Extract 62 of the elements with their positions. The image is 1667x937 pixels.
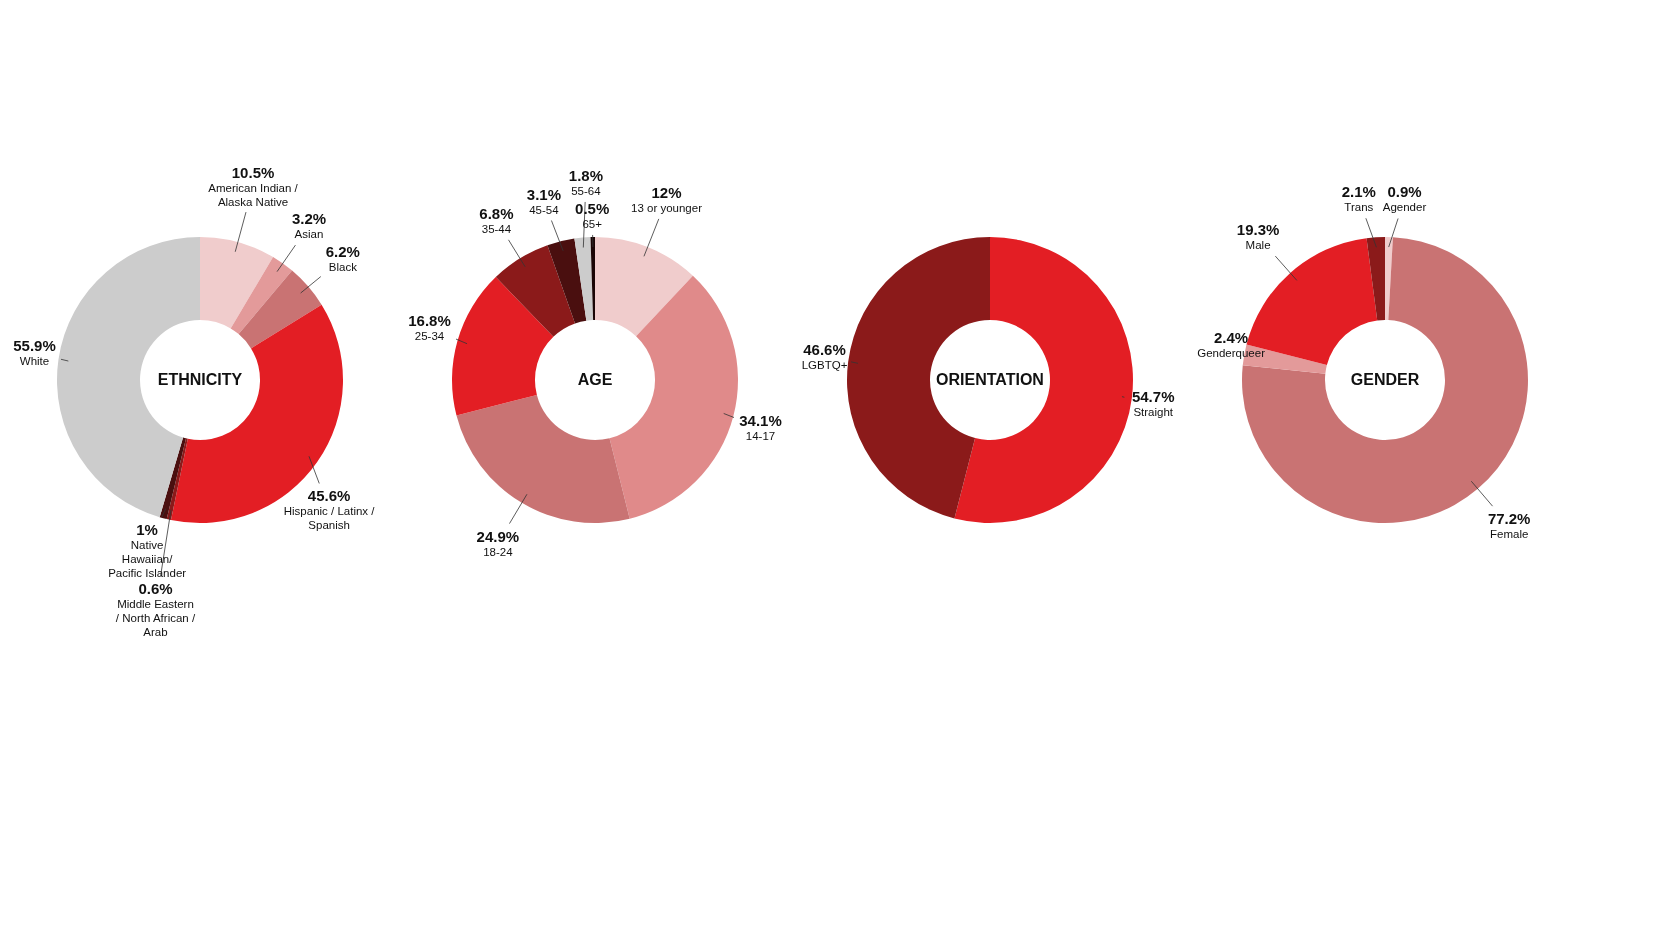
donut-slice — [230, 257, 293, 335]
data-label: 2.4% — [1214, 329, 1249, 346]
donut-slice — [452, 277, 554, 416]
donut-slice — [200, 237, 274, 329]
slice-label: Native Hawaiian/ Pacific Islander — [108, 538, 187, 579]
slice-label: 14-17 — [745, 430, 776, 443]
data-label: 2.1% — [1341, 183, 1376, 201]
text: ORIENTATION — [936, 371, 1044, 388]
slice-label: Middle Eastern / North African / Arab — [115, 597, 196, 638]
slice-label: Genderqueer — [1197, 347, 1266, 359]
slice-label: 25-34 — [414, 330, 445, 343]
text: ETHNICITY — [157, 371, 243, 388]
slice-label: Asian — [294, 228, 324, 241]
slice-label: LGBTQ+ — [801, 358, 848, 371]
slice-label: Trans — [1344, 201, 1374, 214]
donut-slice — [456, 394, 630, 523]
slice-label: Straight — [1133, 406, 1174, 419]
donut-slice — [574, 237, 594, 321]
data-label: 16.8% — [408, 312, 451, 330]
data-label: 0.5% — [575, 199, 610, 217]
data-label: 34.1% — [739, 412, 782, 430]
text: AGE — [577, 371, 613, 388]
slice-label: Black — [328, 261, 358, 274]
data-label: 6.2% — [325, 243, 360, 261]
donut-slice — [595, 237, 693, 337]
data-label: 55.9% — [13, 337, 56, 355]
slice-label: 18-24 — [483, 545, 514, 558]
data-label: 10.5% — [231, 164, 275, 182]
data-label: 1% — [136, 520, 158, 538]
donut-slice — [159, 437, 187, 520]
donut-slice — [547, 238, 587, 324]
data-label: 12% — [651, 183, 682, 201]
donut-slice — [590, 237, 595, 321]
slice-label: Hispanic / Latinx / Spanish — [283, 505, 376, 532]
donut-slice — [1385, 237, 1393, 321]
slice-label: American Indian / Alaska Native — [208, 182, 299, 209]
slice-label: 35-44 — [481, 222, 512, 235]
data-label: 24.9% — [476, 527, 520, 545]
data-label: 77.2% — [1487, 510, 1531, 528]
donut-slice — [1366, 237, 1385, 321]
data-label: 1.8% — [568, 166, 604, 184]
donut-slice — [238, 270, 322, 349]
slice-label: 65+ — [582, 217, 603, 230]
data-label: 0.6% — [138, 579, 173, 597]
data-label: 54.7% — [1131, 388, 1175, 406]
slice-label: Agender — [1382, 201, 1427, 214]
slice-label: Female — [1490, 528, 1529, 541]
slice-label: 45-54 — [529, 203, 560, 216]
donut-slice — [166, 438, 188, 521]
slice-label: 55-64 — [571, 184, 602, 197]
data-label: 6.8% — [479, 204, 514, 222]
data-label: 0.9% — [1387, 183, 1422, 201]
donut-slice — [495, 245, 576, 337]
slice-label: White — [19, 355, 50, 368]
slice-label: Male — [1245, 239, 1271, 252]
data-label: 45.6% — [307, 487, 351, 505]
data-label: 3.1% — [526, 185, 562, 203]
data-label: 46.6% — [803, 340, 846, 358]
data-label: 3.2% — [291, 210, 327, 228]
data-label: 19.3% — [1236, 221, 1280, 239]
slice-label: 13 or younger — [631, 201, 703, 214]
text: GENDER — [1350, 371, 1420, 388]
